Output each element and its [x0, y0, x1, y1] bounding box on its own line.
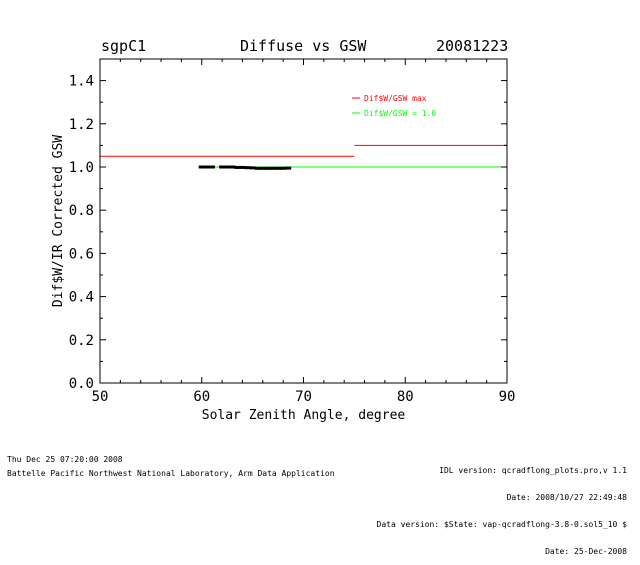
reference-lines: [100, 144, 507, 168]
plot-frame: [99, 58, 508, 384]
y-tick-label: 0.4: [69, 290, 94, 306]
y-axis-label: Dif$W/IR Corrected GSW: [51, 135, 66, 307]
data-point: [254, 166, 261, 170]
y-tick-label: 1.2: [69, 117, 94, 133]
date-label: 20081223: [436, 37, 509, 55]
footer-idl-version: IDL version: qcradflong_plots.pro,v 1.1: [439, 466, 627, 475]
footer-data-version: Data version: $State: vap-qcradflong-3.8…: [376, 520, 627, 529]
data-point: [229, 165, 236, 169]
chart-plot: 50 60 70 80 90 0.0 0.2 0.4 0.6 0.8 1.0 1.2 1.4 Dif$W…: [51, 58, 516, 423]
data-points: [198, 165, 292, 170]
data-point: [244, 166, 251, 170]
y-tick-label: 1.0: [69, 160, 94, 176]
y-tick-label: 0.0: [69, 376, 94, 392]
data-point: [224, 165, 231, 169]
data-point: [275, 166, 282, 170]
data-point: [203, 165, 210, 169]
data-point: [234, 165, 241, 169]
y-tick-label: 0.8: [69, 203, 94, 219]
footer-idl-date: Date: 2008/10/27 22:49:48: [506, 493, 627, 502]
data-point: [264, 166, 271, 170]
x-tick-label: 90: [499, 389, 516, 405]
x-axis-label: Solar Zenith Angle, degree: [202, 408, 406, 423]
legend: Dif$W/GSW max Dif$W/GSW = 1.0: [352, 94, 436, 118]
data-point: [259, 166, 266, 170]
data-point: [280, 166, 287, 170]
x-tick-label: 70: [295, 389, 312, 405]
data-point: [198, 165, 205, 169]
x-tick-label: 60: [193, 389, 210, 405]
legend-label: Dif$W/GSW = 1.0: [364, 109, 436, 118]
data-point: [249, 166, 256, 170]
x-tick-label: 80: [397, 389, 414, 405]
axis-ticks: 50 60 70 80 90 0.0 0.2 0.4 0.6 0.8 1.0 1.2 1.4: [69, 59, 516, 405]
data-point: [208, 165, 215, 169]
y-tick-label: 0.2: [69, 333, 94, 349]
footer-data-date: Date: 25-Dec-2008: [545, 547, 627, 556]
data-point: [239, 165, 246, 169]
y-tick-label: 1.4: [69, 74, 94, 90]
footer-version-block: IDL version: qcradflong_plots.pro,v 1.1 …: [377, 448, 627, 565]
legend-label: Dif$W/GSW max: [364, 94, 427, 103]
footer-timestamp: Thu Dec 25 07:20:00 2008: [7, 455, 123, 464]
data-point: [269, 166, 276, 170]
data-point: [285, 166, 292, 170]
y-tick-label: 0.6: [69, 246, 94, 262]
data-point: [219, 165, 226, 169]
x-tick-label: 50: [92, 389, 109, 405]
site-label: sgpC1: [101, 37, 147, 55]
footer-credit: Battelle Pacific Northwest National Labo…: [7, 469, 335, 478]
chart-title: Diffuse vs GSW: [240, 37, 367, 55]
